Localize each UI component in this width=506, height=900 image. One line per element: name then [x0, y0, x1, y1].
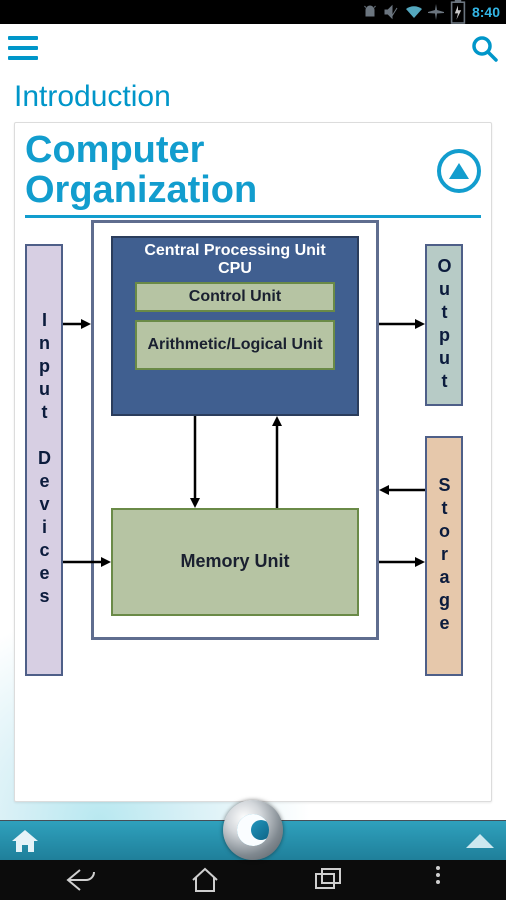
- wifi-icon: [406, 4, 422, 20]
- diagram-arrow-2: [185, 406, 205, 518]
- android-status-bar: 8:40: [0, 0, 506, 24]
- chapter-header: Computer Organization: [25, 131, 481, 218]
- chapter-card: Computer Organization Input DevicesOutpu…: [14, 122, 492, 802]
- diagram-node-control: Control Unit: [135, 282, 335, 312]
- diagram-arrow-0: [53, 314, 101, 334]
- mute-icon: [384, 4, 400, 20]
- back-button[interactable]: [66, 866, 98, 894]
- clock-text: 8:40: [472, 4, 500, 20]
- diagram-node-cpu: Central Processing UnitCPUControl UnitAr…: [111, 236, 359, 416]
- app-logo-button[interactable]: [223, 800, 283, 860]
- diagram-node-input: Input Devices: [25, 244, 63, 676]
- app-bottom-bar: [0, 820, 506, 860]
- scroll-up-icon[interactable]: [466, 834, 494, 848]
- diagram-arrow-5: [369, 480, 435, 500]
- search-icon[interactable]: [470, 34, 498, 62]
- app-top-bar: [0, 24, 506, 72]
- diagram-arrow-4: [369, 314, 435, 334]
- collapse-button[interactable]: [437, 149, 481, 193]
- diagram-arrow-3: [267, 406, 287, 518]
- content-area: Introduction Computer Organization Input…: [0, 72, 506, 820]
- airplane-mode-icon: [428, 4, 444, 20]
- diagram-node-mem: Memory Unit: [111, 508, 359, 616]
- battery-charging-icon: [450, 4, 466, 20]
- home-button[interactable]: [189, 866, 221, 894]
- chapter-title: Computer Organization: [25, 131, 257, 211]
- android-icon: [362, 4, 378, 20]
- diagram-node-alu: Arithmetic/Logical Unit: [135, 320, 335, 370]
- chevron-up-icon: [449, 163, 469, 179]
- diagram-arrow-6: [369, 552, 435, 572]
- diagram-canvas: Input DevicesOutputStorageCentral Proces…: [25, 236, 481, 706]
- home-icon[interactable]: [12, 830, 38, 852]
- overflow-menu-button[interactable]: [436, 866, 440, 894]
- crescent-icon: [237, 814, 269, 846]
- android-nav-bar: [0, 860, 506, 900]
- section-title: Introduction: [14, 80, 492, 114]
- diagram-arrow-1: [53, 552, 121, 572]
- recent-apps-button[interactable]: [313, 866, 345, 894]
- menu-icon[interactable]: [8, 36, 38, 60]
